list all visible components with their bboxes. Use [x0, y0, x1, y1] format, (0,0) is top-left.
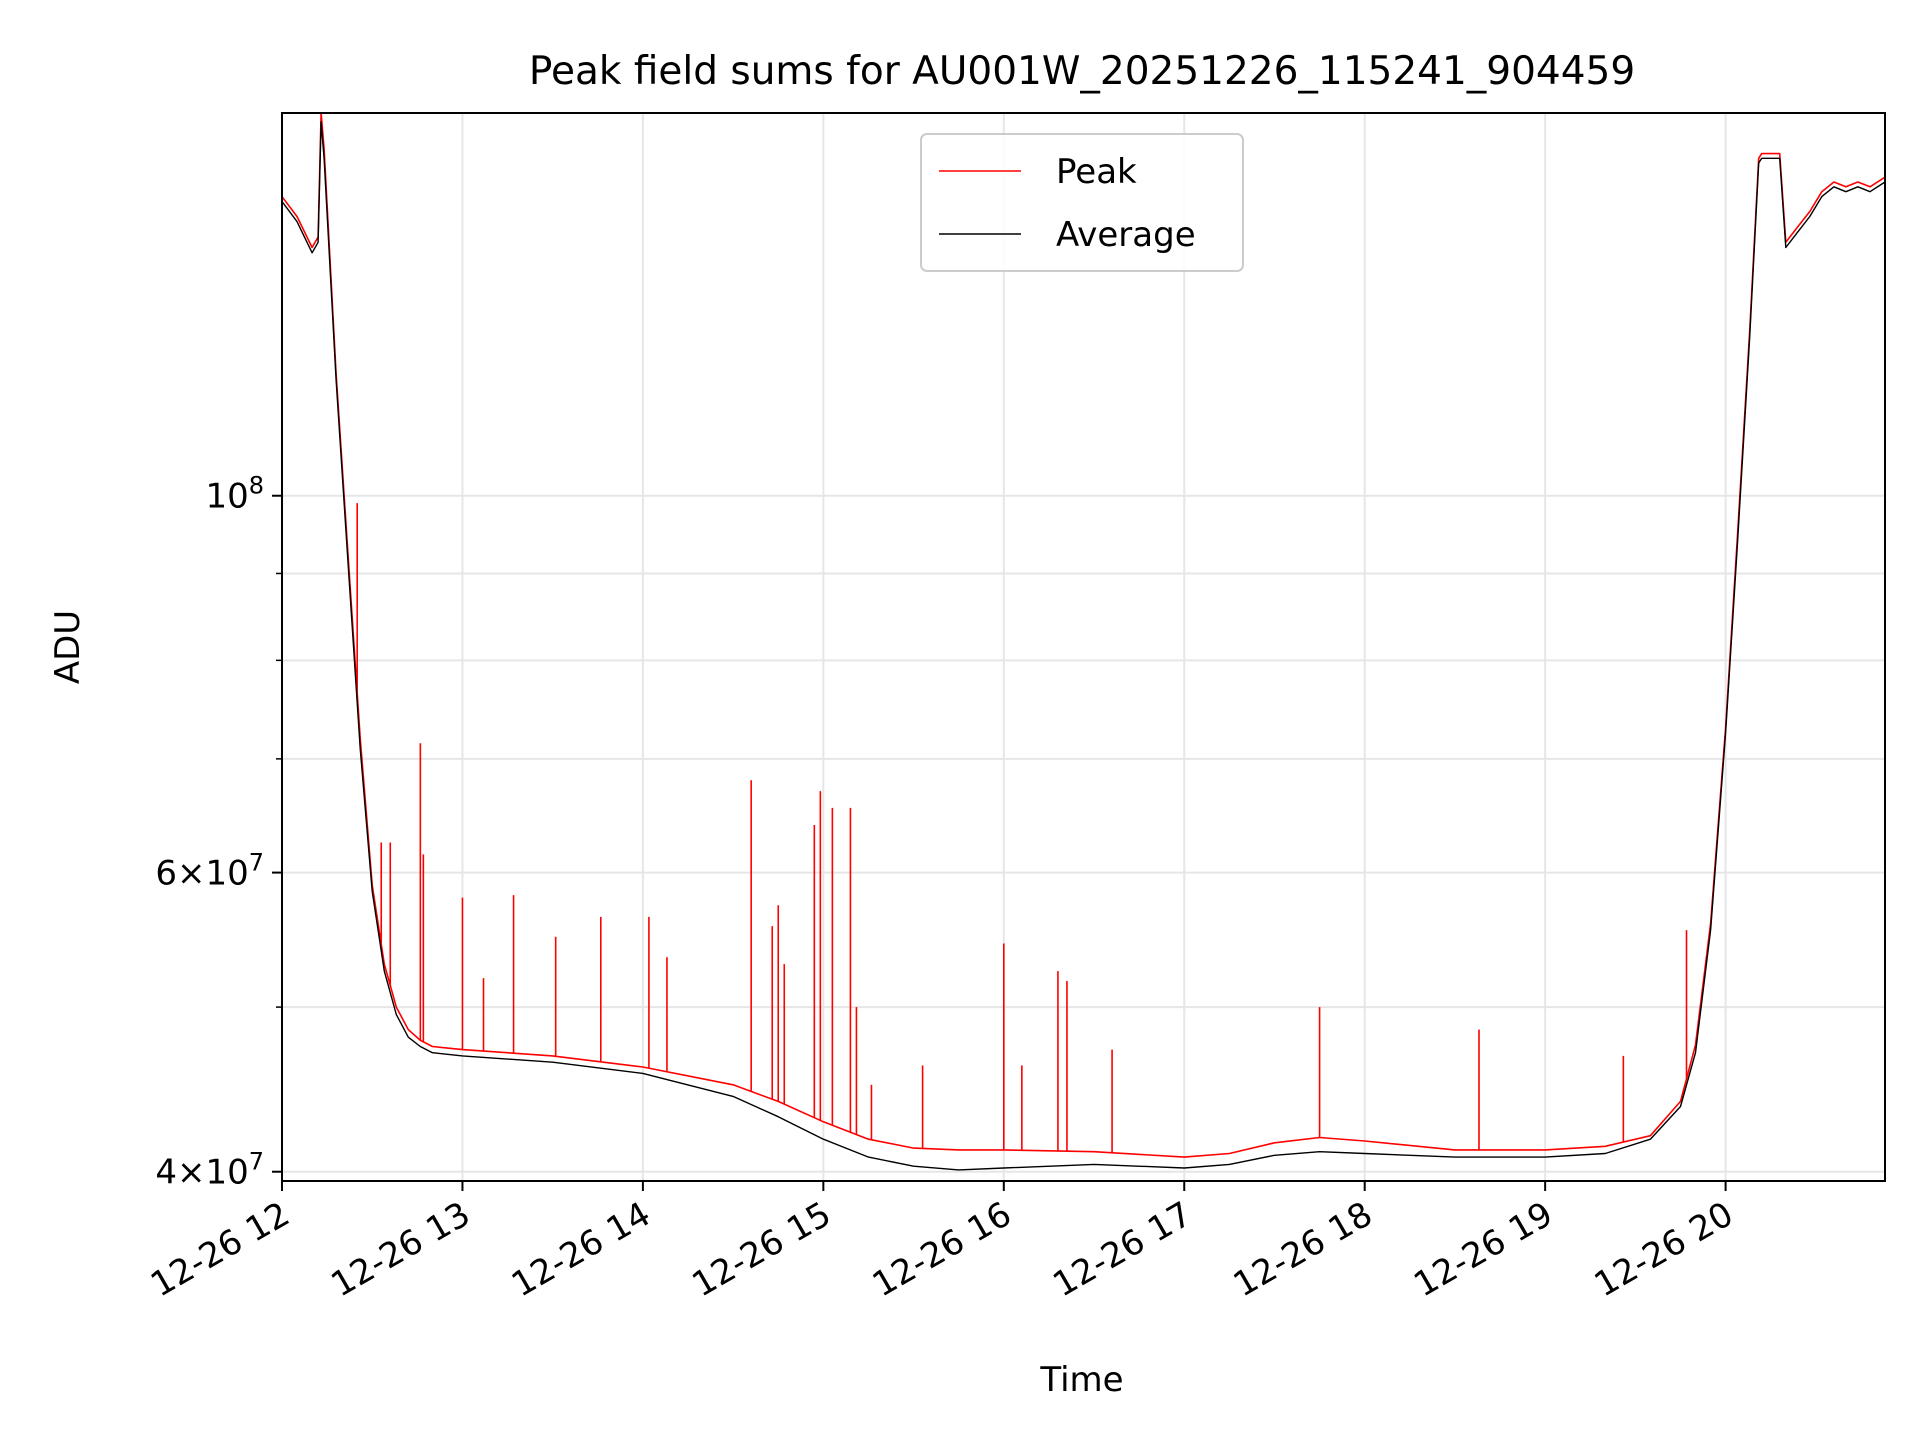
- series-line-average: [282, 121, 1885, 1171]
- legend-label-average: Average: [1056, 215, 1196, 255]
- y-tick-label: 108: [205, 472, 264, 517]
- y-tick-base: 10: [205, 1153, 248, 1193]
- axes-frame: [281, 112, 1886, 1182]
- y-axis-label: ADU: [48, 610, 88, 684]
- y-tick-mantissa: 4×: [155, 1153, 205, 1193]
- legend: Peak Average: [920, 133, 1244, 272]
- y-tick-base: 10: [205, 854, 248, 894]
- y-tick-exponent: 8: [249, 472, 264, 500]
- gridlines: [281, 113, 1885, 1181]
- y-tick-label: 4×107: [155, 1148, 264, 1193]
- y-tick-label: 6×107: [155, 849, 264, 894]
- plot-area: [282, 113, 1885, 1171]
- legend-box: [920, 133, 1244, 272]
- y-tick-exponent: 7: [249, 1148, 264, 1176]
- x-axis-label: Time: [1039, 1360, 1123, 1400]
- legend-label-peak: Peak: [1056, 152, 1137, 192]
- y-tick-exponent: 7: [249, 849, 264, 877]
- y-tick-base: 10: [205, 477, 248, 517]
- series-group: [282, 113, 1885, 1171]
- chart-title: Peak field sums for AU001W_20251226_1152…: [529, 49, 1635, 94]
- y-tick-mantissa: 6×: [155, 854, 205, 894]
